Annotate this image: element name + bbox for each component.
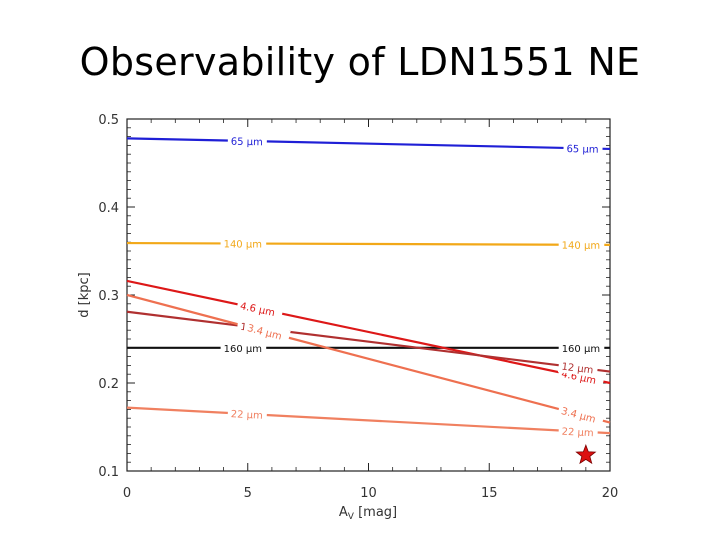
series-label-text: 12 μm (561, 362, 594, 377)
series-label-bg (236, 297, 284, 321)
y-tick-label: 0.2 (98, 377, 119, 392)
series-label-bg (227, 133, 267, 149)
series-line (126, 279, 611, 385)
series-label-text: 140 μm (224, 239, 262, 250)
axis-tick-labels: 0 5 10 15 20 0.1 0.2 0.3 0.4 0.5 (98, 113, 618, 501)
series-label-bg (558, 340, 605, 355)
plot-frame (126, 118, 611, 472)
series-label: 140 μm (220, 236, 267, 251)
x-axis-label-rest: [mag] (354, 505, 397, 520)
series-label-text: 140 μm (562, 241, 600, 252)
y-tick-label: 0.4 (98, 201, 119, 216)
series-line (126, 293, 611, 424)
y-tick-label: 0.3 (98, 289, 119, 304)
x-axis-label-sub: V (348, 512, 355, 522)
series-label-text: 4.6 μm (239, 301, 276, 319)
series-label-text: 65 μm (566, 144, 598, 156)
series-label-text: 160 μm (562, 344, 600, 355)
series-label: 22 μm (227, 405, 268, 423)
x-axis-label-main: A (339, 505, 348, 520)
series-label: 160 μm (220, 340, 267, 355)
series-label: 65 μm (563, 140, 603, 156)
x-tick-label: 20 (602, 486, 619, 501)
axis-ticks (126, 118, 611, 472)
series-label-text: 160 μm (224, 344, 262, 355)
slide-title: Observability of LDN1551 NE (79, 40, 641, 84)
series-line (126, 241, 611, 246)
curves (126, 137, 611, 435)
series-label-bg (558, 237, 605, 252)
series-label: 160 μm (558, 340, 605, 355)
series-label-bg (220, 236, 267, 251)
series-label-text: 22 μm (230, 409, 263, 422)
star-marker (575, 444, 597, 465)
series-label-bg (227, 405, 268, 423)
x-tick-label: 15 (481, 486, 498, 501)
series-label-bg (243, 319, 291, 345)
series-line (126, 137, 611, 151)
x-tick-label: 10 (360, 486, 377, 501)
series-label: 4.6 μm (236, 297, 284, 321)
series-label: 140 μm (558, 237, 605, 252)
series-line (126, 406, 611, 435)
series-label-bg (563, 140, 603, 156)
series-label-bg (220, 340, 267, 355)
series-label: 65 μm (227, 133, 267, 149)
y-tick-label: 0.1 (98, 465, 119, 480)
series-label-bg (558, 423, 599, 440)
x-tick-label: 0 (123, 486, 131, 501)
x-axis-label: AV [mag] (339, 505, 397, 522)
series-label-text: 65 μm (231, 137, 263, 149)
series-label-bg (557, 402, 605, 428)
y-tick-label: 0.5 (98, 113, 119, 128)
series-label-text: 22 μm (561, 427, 594, 440)
curve-labels: 65 μm 65 μm 140 μm 140 μm 160 μm 160 μm 4.6 μm… (220, 133, 605, 440)
series-label-bg (557, 358, 599, 377)
series-label: 3.4 μm (557, 402, 605, 428)
series-label: 12 μm (557, 358, 599, 377)
x-tick-label: 5 (244, 486, 252, 501)
series-line (126, 310, 611, 373)
y-axis-label: d [kpc] (77, 272, 92, 317)
source-marker (575, 444, 597, 465)
series-label: 22 μm (558, 423, 599, 440)
